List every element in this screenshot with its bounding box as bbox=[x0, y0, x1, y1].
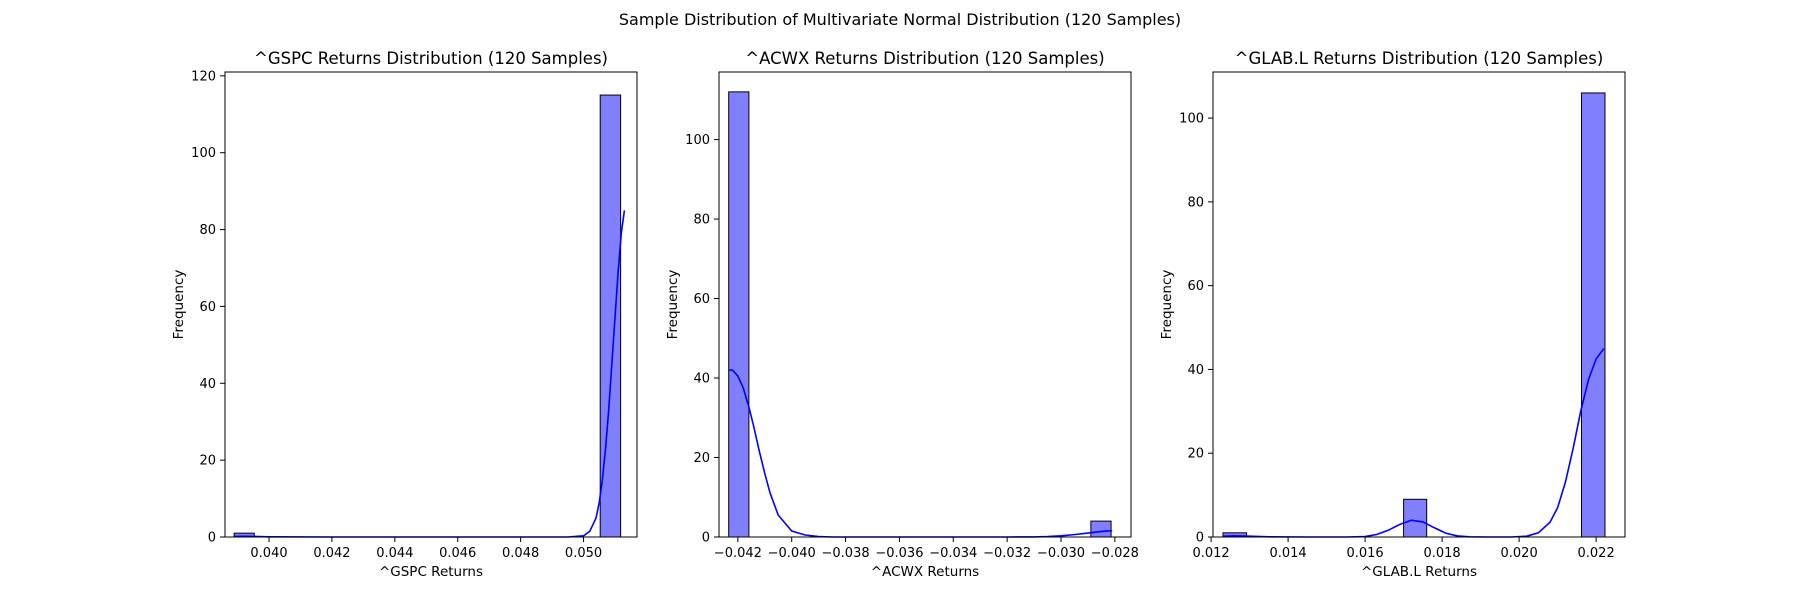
y-axis-label: Frequency bbox=[171, 270, 187, 340]
x-tick-label: −0.038 bbox=[822, 546, 870, 561]
x-tick-label: −0.030 bbox=[1037, 546, 1085, 561]
y-tick-label: 20 bbox=[199, 454, 216, 469]
histogram-bar-0 bbox=[728, 91, 750, 538]
y-tick-label: 40 bbox=[199, 377, 216, 392]
bars-group bbox=[1222, 92, 1606, 538]
x-tick-label: 0.012 bbox=[1192, 546, 1229, 561]
kde-line bbox=[728, 369, 1113, 538]
y-tick-label: 0 bbox=[702, 531, 710, 546]
x-tick-label: −0.028 bbox=[1091, 546, 1139, 561]
y-ticks: 0 20 40 60 80 100 120 bbox=[191, 69, 225, 546]
y-tick-label: 20 bbox=[693, 451, 710, 466]
kde-line bbox=[234, 210, 626, 538]
x-tick-label: −0.034 bbox=[929, 546, 977, 561]
x-tick-label: 0.016 bbox=[1346, 546, 1383, 561]
subplot-title: ^GSPC Returns Distribution (120 Samples) bbox=[254, 49, 608, 68]
subplot-title: ^GLAB.L Returns Distribution (120 Sample… bbox=[1235, 49, 1604, 68]
y-tick-label: 20 bbox=[1187, 447, 1204, 462]
subplot-glab: ^GLAB.L Returns Distribution (120 Sample… bbox=[1159, 49, 1626, 580]
x-ticks: 0.040 0.042 0.044 0.046 0.048 0.050 bbox=[250, 537, 602, 561]
figure-suptitle: Sample Distribution of Multivariate Norm… bbox=[619, 10, 1181, 29]
x-axis-label: ^GSPC Returns bbox=[379, 564, 483, 580]
y-tick-label: 60 bbox=[693, 292, 710, 307]
y-tick-label: 80 bbox=[199, 223, 216, 238]
y-ticks: 0 20 40 60 80 100 bbox=[1179, 112, 1213, 546]
y-tick-label: 100 bbox=[1179, 112, 1204, 127]
x-tick-label: 0.048 bbox=[502, 546, 539, 561]
y-tick-label: 120 bbox=[191, 69, 216, 84]
axes-frame bbox=[224, 71, 638, 538]
x-tick-label: −0.042 bbox=[714, 546, 762, 561]
kde-group bbox=[234, 210, 626, 538]
x-tick-label: −0.040 bbox=[768, 546, 816, 561]
y-tick-label: 40 bbox=[1187, 363, 1204, 378]
x-tick-label: −0.036 bbox=[875, 546, 923, 561]
y-tick-label: 100 bbox=[685, 133, 710, 148]
y-tick-label: 0 bbox=[1196, 531, 1204, 546]
y-tick-label: 60 bbox=[1187, 279, 1204, 294]
x-tick-label: 0.044 bbox=[376, 546, 413, 561]
subplot-title: ^ACWX Returns Distribution (120 Samples) bbox=[745, 49, 1104, 68]
subplot-acwx: ^ACWX Returns Distribution (120 Samples)… bbox=[665, 49, 1139, 580]
x-tick-label: 0.042 bbox=[313, 546, 350, 561]
histogram-bar-1 bbox=[1403, 498, 1428, 538]
x-tick-label: 0.018 bbox=[1423, 546, 1460, 561]
kde-group bbox=[728, 369, 1113, 538]
y-tick-label: 40 bbox=[693, 372, 710, 387]
x-ticks: −0.042 −0.040 −0.038 −0.036 −0.034 −0.032 −0.0… bbox=[714, 537, 1139, 561]
y-tick-label: 60 bbox=[199, 300, 216, 315]
axes-frame bbox=[718, 71, 1132, 538]
y-axis-label: Frequency bbox=[1159, 270, 1175, 340]
y-tick-label: 0 bbox=[208, 531, 216, 546]
x-axis-label: ^ACWX Returns bbox=[871, 564, 979, 580]
subplot-gspc: ^GSPC Returns Distribution (120 Samples)… bbox=[171, 49, 638, 580]
x-ticks: 0.012 0.014 0.016 0.018 0.020 0.022 bbox=[1192, 537, 1615, 561]
histogram-bar-1 bbox=[1090, 520, 1112, 538]
x-axis-label: ^GLAB.L Returns bbox=[1361, 564, 1477, 580]
x-tick-label: 0.020 bbox=[1501, 546, 1538, 561]
x-tick-label: 0.022 bbox=[1578, 546, 1615, 561]
y-axis-label: Frequency bbox=[665, 270, 681, 340]
x-tick-label: −0.032 bbox=[983, 546, 1031, 561]
axes-frame bbox=[1212, 71, 1626, 538]
bars-group bbox=[728, 91, 1112, 538]
y-tick-label: 100 bbox=[191, 146, 216, 161]
x-tick-label: 0.014 bbox=[1269, 546, 1306, 561]
bars-group bbox=[233, 94, 622, 538]
histogram-bar-2 bbox=[1580, 92, 1606, 538]
x-tick-label: 0.046 bbox=[439, 546, 476, 561]
y-tick-label: 80 bbox=[693, 213, 710, 228]
x-tick-label: 0.040 bbox=[250, 546, 287, 561]
y-tick-label: 80 bbox=[1187, 195, 1204, 210]
y-ticks: 0 20 40 60 80 100 bbox=[685, 133, 719, 546]
x-tick-label: 0.050 bbox=[565, 546, 602, 561]
